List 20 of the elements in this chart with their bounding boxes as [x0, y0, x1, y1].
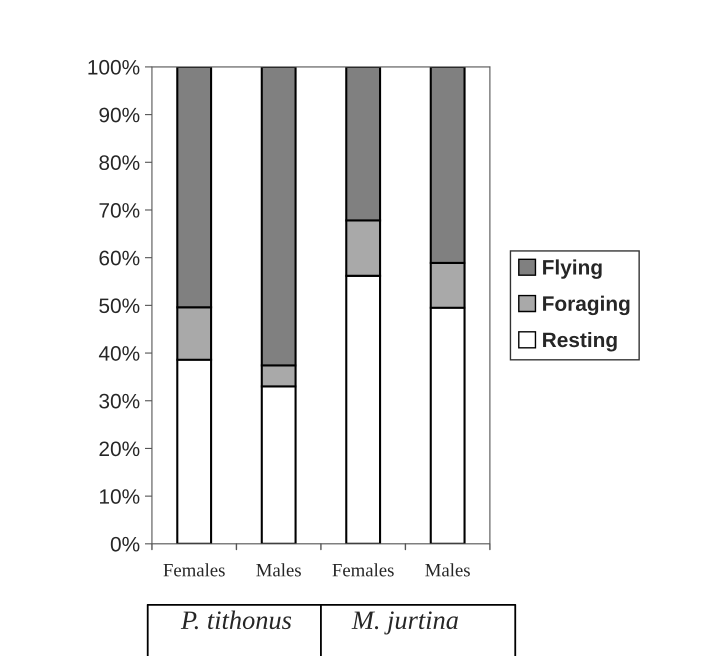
x-tick-label: Females [332, 563, 394, 576]
y-tick-label: 80% [99, 155, 140, 170]
x-tick-label: Males [425, 563, 470, 576]
y-tick-label: 10% [100, 489, 140, 504]
text: M. jurtina [352, 611, 458, 634]
y-tick-label: 60% [99, 250, 140, 266]
legend-label: Resting [543, 332, 617, 352]
x-tick-label: Males [256, 563, 301, 576]
y-tick-label: 90% [99, 108, 140, 122]
y-tick-label: 70% [100, 202, 140, 218]
x-tick-label: Females [163, 563, 225, 576]
y-tick-label: 40% [98, 346, 140, 361]
text: P. tithonus [180, 610, 292, 630]
y-tick-label: 0% [110, 536, 140, 552]
y-tick-label: 50% [99, 298, 140, 314]
legend-label: Flying [543, 259, 602, 279]
y-tick-label: 30% [99, 394, 140, 409]
y-tick-label: 100% [88, 60, 140, 75]
y-tick-label: 20% [99, 441, 140, 456]
legend-label: Foraging [543, 296, 630, 316]
